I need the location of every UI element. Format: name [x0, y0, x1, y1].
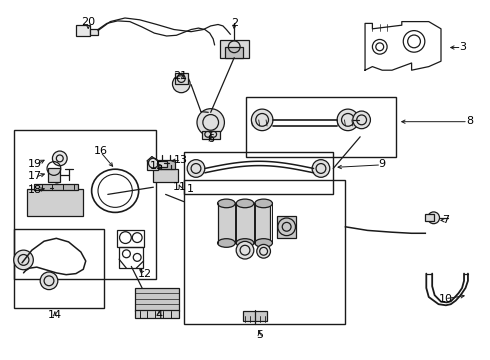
Ellipse shape: [218, 239, 235, 247]
Text: 17: 17: [28, 171, 42, 181]
Bar: [184, 152, 333, 194]
Text: 18: 18: [28, 185, 42, 195]
Text: 6: 6: [207, 134, 214, 144]
Circle shape: [353, 111, 370, 129]
Circle shape: [14, 250, 33, 270]
Bar: [14, 229, 104, 308]
Text: 3: 3: [460, 42, 466, 52]
Bar: [425, 214, 434, 221]
Bar: [175, 73, 188, 84]
Bar: [14, 130, 156, 279]
Ellipse shape: [255, 199, 272, 208]
Bar: [277, 216, 296, 238]
Text: 13: 13: [174, 155, 188, 165]
Bar: [184, 180, 345, 324]
Text: 1: 1: [187, 184, 194, 194]
Circle shape: [197, 109, 224, 136]
Bar: [202, 131, 220, 139]
Bar: [246, 97, 396, 157]
Text: 15: 15: [150, 161, 164, 171]
Text: 5: 5: [256, 330, 263, 340]
Bar: [76, 25, 90, 36]
Bar: [220, 40, 249, 58]
Text: 20: 20: [81, 17, 95, 27]
Text: 4: 4: [156, 310, 163, 320]
Text: 21: 21: [173, 71, 187, 81]
Circle shape: [257, 244, 270, 258]
Circle shape: [312, 160, 330, 177]
Circle shape: [148, 158, 158, 168]
Bar: [225, 47, 243, 58]
Bar: [135, 310, 179, 318]
Text: 11: 11: [173, 182, 187, 192]
Circle shape: [187, 160, 205, 177]
Text: 10: 10: [439, 294, 453, 304]
Bar: [48, 168, 60, 182]
Circle shape: [251, 109, 273, 131]
Ellipse shape: [218, 199, 235, 208]
Text: 19: 19: [28, 159, 42, 169]
Circle shape: [52, 151, 67, 166]
Bar: [156, 160, 175, 169]
Bar: [27, 189, 83, 216]
Bar: [153, 169, 178, 182]
Bar: [119, 247, 143, 268]
Bar: [243, 311, 267, 321]
Text: 7: 7: [442, 215, 449, 225]
Ellipse shape: [255, 239, 272, 247]
Text: 2: 2: [231, 18, 238, 28]
Circle shape: [40, 272, 58, 289]
Bar: [117, 230, 144, 247]
Circle shape: [236, 242, 254, 259]
Ellipse shape: [236, 199, 254, 208]
Text: 8: 8: [466, 116, 473, 126]
Text: 14: 14: [48, 310, 62, 320]
Circle shape: [337, 109, 359, 131]
Circle shape: [172, 75, 190, 93]
Bar: [135, 288, 179, 311]
Bar: [90, 29, 98, 35]
Text: 16: 16: [94, 146, 107, 156]
Ellipse shape: [236, 239, 254, 247]
Text: 12: 12: [138, 269, 151, 279]
Bar: [147, 161, 158, 170]
Circle shape: [428, 212, 440, 224]
Bar: [218, 203, 270, 243]
Bar: [158, 161, 167, 167]
Bar: [34, 184, 78, 190]
Text: 9: 9: [379, 159, 386, 169]
